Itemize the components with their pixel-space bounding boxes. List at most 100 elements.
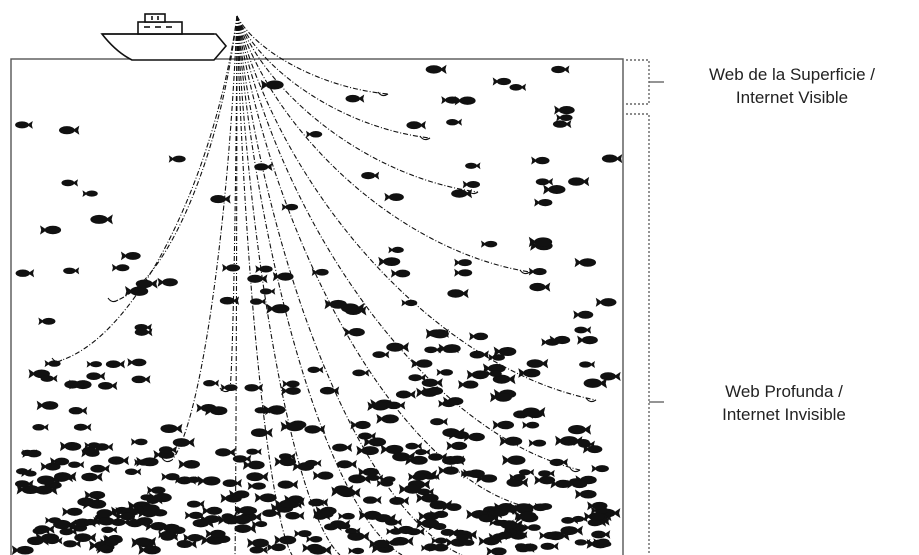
fish-icon <box>568 176 590 187</box>
fishing-boat-icon <box>100 13 228 61</box>
fish-icon <box>534 198 553 207</box>
fish-icon <box>600 371 621 381</box>
fish-icon <box>356 445 379 456</box>
fish-icon <box>259 288 276 295</box>
fish-icon <box>86 372 106 381</box>
fish-icon <box>518 368 541 378</box>
fish-icon <box>574 257 597 268</box>
fish-icon <box>184 511 203 520</box>
fish-icon <box>274 457 297 467</box>
fish-icon <box>430 417 448 426</box>
fish-icon <box>127 358 147 367</box>
fish-icon <box>554 105 575 115</box>
fish-icon <box>465 162 481 170</box>
fishing-hook <box>519 269 531 275</box>
fish-icon <box>388 246 404 254</box>
fish-icon <box>492 77 512 86</box>
fish-icon <box>172 437 195 448</box>
fish-icon <box>543 184 566 195</box>
fish-icon <box>332 443 353 453</box>
fish-icon <box>157 277 178 287</box>
fish-icon <box>32 423 49 431</box>
fish-icon <box>74 532 97 543</box>
fish-icon <box>389 496 410 506</box>
fish-icon <box>560 525 583 536</box>
fishing-hook <box>467 189 479 195</box>
fishing-hook <box>569 467 581 473</box>
fish-icon <box>587 501 608 511</box>
fish-icon <box>526 358 549 369</box>
fish-icon <box>376 413 399 424</box>
fish-icon <box>372 350 390 359</box>
fish-icon <box>220 383 238 392</box>
fish-icon <box>386 342 409 353</box>
fish-icon <box>540 542 559 551</box>
surface-web-label-line2: Internet Visible <box>735 88 849 107</box>
surface-web-label: Web de la Superficie / Internet Visible <box>672 63 912 109</box>
fish-icon <box>446 118 462 126</box>
fish-icon <box>595 297 617 307</box>
deep-web-label: Web Profunda / Internet Invisible <box>664 380 904 426</box>
fish-icon <box>415 448 431 456</box>
fish-icon <box>454 96 476 106</box>
fish-icon <box>266 303 290 314</box>
fish-icon <box>556 114 573 122</box>
fish-icon <box>260 79 284 90</box>
fish-icon <box>338 512 355 520</box>
fish-icon <box>120 251 141 261</box>
fish-icon <box>551 65 570 74</box>
fish-icon <box>277 480 299 490</box>
fish-icon <box>579 360 595 369</box>
fish-icon <box>222 263 241 272</box>
fish-icon <box>531 156 550 165</box>
deep-bracket <box>626 113 664 555</box>
fish-icon <box>447 288 469 299</box>
fish-icon <box>34 524 55 534</box>
fish-icon <box>108 455 129 466</box>
fishing-line <box>236 15 403 555</box>
fish-icon <box>266 543 286 552</box>
fish-icon <box>509 83 527 91</box>
fish-icon <box>136 456 159 467</box>
fish-icon <box>15 269 35 278</box>
fish-icon <box>541 338 560 347</box>
fish-icon <box>246 448 262 456</box>
fish-icon <box>197 475 221 486</box>
fish-icon <box>568 424 592 435</box>
fish-icon <box>454 258 472 267</box>
fish-icon <box>222 478 242 488</box>
fish-icon <box>210 194 231 204</box>
fish-icon <box>306 130 323 138</box>
fish-icon <box>281 386 301 396</box>
fish-icon <box>202 506 223 516</box>
fish-icon <box>528 267 547 276</box>
fish-icon <box>82 190 98 197</box>
fish-icon <box>348 547 365 555</box>
fishing-line <box>234 15 238 555</box>
fish-icon <box>11 545 34 555</box>
fish-icon <box>361 171 380 180</box>
fish-icon <box>285 511 305 520</box>
fish-icon <box>522 421 540 429</box>
fishing-line <box>236 15 521 506</box>
fishing-line <box>236 15 463 555</box>
fish-icon <box>469 350 489 359</box>
fish-icon <box>406 120 426 130</box>
fish-icon <box>458 380 479 390</box>
fish-icon <box>529 282 551 292</box>
fish-icon <box>502 455 526 466</box>
fish-icon <box>90 464 110 474</box>
fish-icon <box>466 369 489 380</box>
fish-icon <box>573 310 594 320</box>
fish-icon <box>86 360 102 368</box>
fish-icon <box>250 298 266 306</box>
fish-icon <box>304 424 326 435</box>
fish-icon <box>205 529 226 539</box>
fish-icon <box>311 268 329 276</box>
fish-icon <box>73 423 92 432</box>
fish-icon <box>309 545 332 555</box>
fish-icon <box>384 192 404 202</box>
fish-icon <box>61 179 79 187</box>
fish-icon <box>44 360 61 368</box>
fish-icon <box>336 459 357 469</box>
